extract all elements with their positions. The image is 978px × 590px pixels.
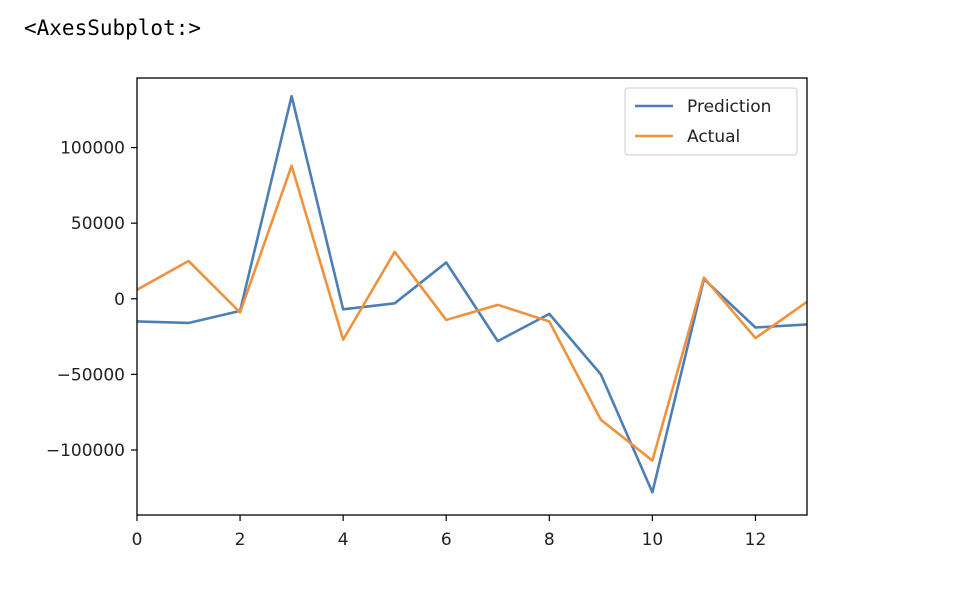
legend: Prediction Actual bbox=[624, 87, 798, 156]
y-tick-label: 0 bbox=[114, 290, 125, 310]
axes: 0 2 4 6 8 10 12 100000 50000 0 −50000 −100000 bbox=[46, 77, 808, 550]
x-tick-label: 12 bbox=[745, 530, 767, 550]
y-tick-label: 50000 bbox=[71, 214, 125, 234]
y-tick-label: 100000 bbox=[60, 139, 125, 159]
y-tick-label: −100000 bbox=[46, 441, 125, 461]
x-tick-label: 0 bbox=[132, 530, 143, 550]
series-line-actual bbox=[137, 164, 807, 462]
x-tick-label: 6 bbox=[441, 530, 452, 550]
cell-output-text: <AxesSubplot:> bbox=[24, 16, 202, 40]
axes-frame bbox=[136, 77, 808, 516]
x-tick-label: 8 bbox=[544, 530, 555, 550]
x-tick-label: 2 bbox=[235, 530, 246, 550]
legend-label-actual: Actual bbox=[687, 127, 740, 147]
plot-area bbox=[137, 94, 807, 494]
series-line-prediction bbox=[137, 94, 807, 494]
y-tick-label: −50000 bbox=[57, 365, 125, 385]
x-tick-label: 10 bbox=[642, 530, 664, 550]
legend-label-prediction: Prediction bbox=[687, 97, 771, 117]
x-tick-label: 4 bbox=[338, 530, 349, 550]
